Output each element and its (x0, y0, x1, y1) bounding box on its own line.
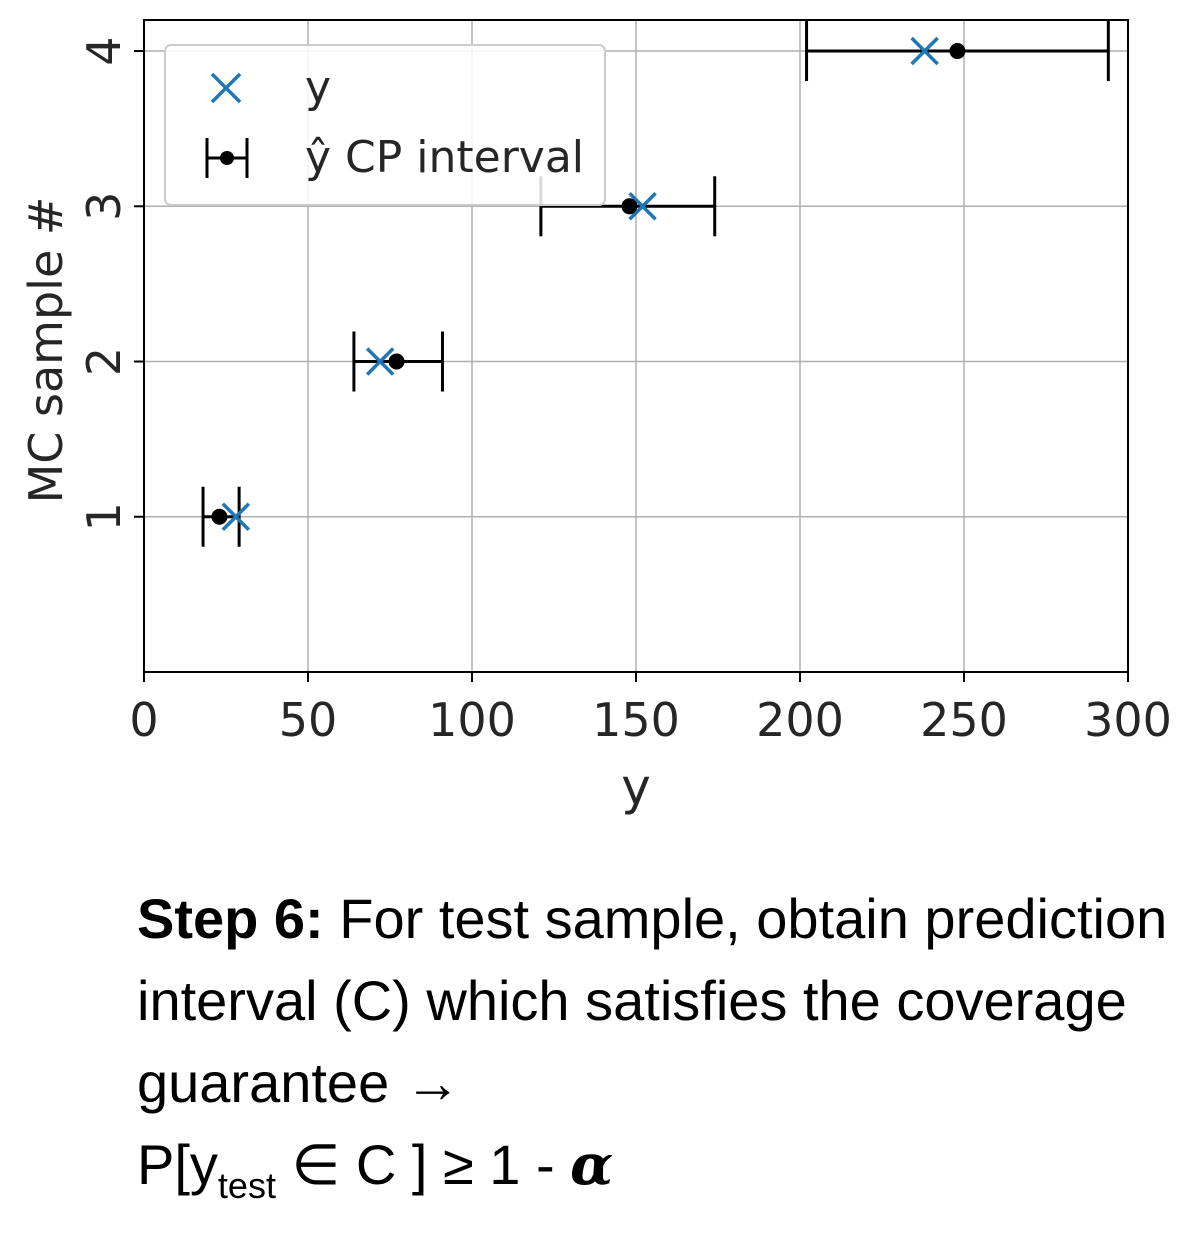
legend-label-interval: ŷ CP interval (305, 132, 584, 183)
x-tick-label: 0 (129, 693, 158, 747)
x-tick-label: 250 (920, 693, 1008, 747)
prediction-dot (949, 43, 966, 60)
x-tick-label: 100 (428, 693, 516, 747)
x-tick-label: 300 (1084, 693, 1172, 747)
caption: Step 6: For test sample, obtain predicti… (137, 878, 1177, 1213)
y-point-marker (221, 502, 251, 531)
formula-alpha: α (570, 1132, 614, 1198)
caption-step-label: Step 6: (137, 887, 324, 950)
legend-label-y: y (305, 62, 331, 113)
y-point-marker (365, 347, 395, 376)
prediction-dot (388, 353, 405, 370)
caption-text: For test sample, obtain prediction inter… (137, 887, 1168, 1114)
chart: 0 50 100 150 200 250 300 1 2 3 4 y MC sample # y ŷ… (19, 19, 1172, 816)
legend-interval-marker-icon (205, 138, 249, 178)
formula-p: P[y (137, 1133, 218, 1196)
y-tick-label: 3 (77, 192, 131, 221)
y-marker-stroke (221, 502, 251, 531)
arrow-icon: → (404, 1051, 461, 1114)
y-tick-label: 4 (77, 36, 131, 65)
y-marker-stroke (628, 192, 657, 221)
x-tick-label: 50 (279, 693, 338, 747)
legend-box (164, 44, 606, 206)
series (201, 21, 1110, 547)
x-axis-label: y (621, 758, 651, 816)
y-point-marker (910, 36, 939, 66)
formula-subscript: test (217, 1165, 276, 1206)
legend-y-marker-icon (210, 72, 242, 104)
y-point-marker (628, 192, 657, 221)
prediction-dot (621, 198, 638, 215)
formula-rest: ∈ C ] ≥ 1 - (275, 1133, 571, 1196)
x-tick-label: 200 (756, 693, 844, 747)
y-tick-label: 2 (77, 347, 131, 376)
y-marker-stroke (910, 36, 939, 66)
x-tick-label: 150 (592, 693, 680, 747)
y-axis-label: MC sample # (19, 197, 73, 504)
legend: y ŷ CP interval (164, 44, 606, 206)
y-tick-label: 1 (77, 502, 131, 531)
y-marker-stroke (365, 347, 395, 376)
ticks: 0 50 100 150 200 250 300 1 2 3 4 (77, 36, 1172, 747)
prediction-dot (211, 508, 228, 525)
